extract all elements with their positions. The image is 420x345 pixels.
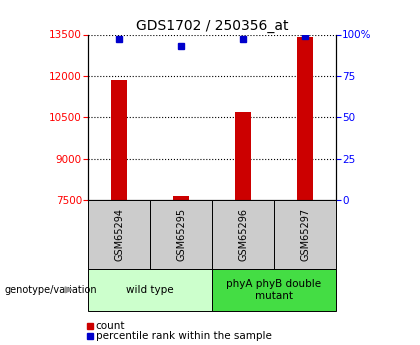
Bar [212, 200, 274, 269]
Text: percentile rank within the sample: percentile rank within the sample [96, 332, 272, 341]
Text: GSM65296: GSM65296 [238, 208, 248, 261]
Bar [173, 196, 189, 200]
Text: phyA phyB double
mutant: phyA phyB double mutant [226, 279, 322, 300]
Bar [235, 112, 251, 200]
Polygon shape [65, 287, 72, 293]
Text: wild type: wild type [126, 285, 174, 295]
Bar [150, 200, 212, 269]
Text: GSM65294: GSM65294 [114, 208, 124, 261]
Bar [88, 200, 150, 269]
Bar [297, 37, 313, 200]
Bar [274, 200, 336, 269]
Bar [88, 269, 212, 310]
Bar [111, 80, 127, 200]
Text: GSM65295: GSM65295 [176, 208, 186, 261]
Text: count: count [96, 321, 125, 331]
Text: GSM65297: GSM65297 [300, 208, 310, 261]
Title: GDS1702 / 250356_at: GDS1702 / 250356_at [136, 19, 289, 33]
Bar [212, 269, 336, 310]
Text: genotype/variation: genotype/variation [4, 285, 97, 295]
